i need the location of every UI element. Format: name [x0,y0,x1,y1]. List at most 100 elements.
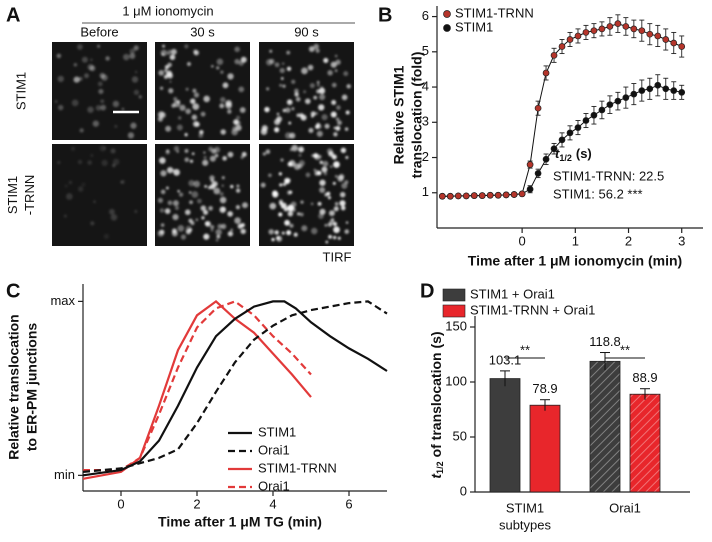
punctum [188,191,192,194]
y-tick-label: 5 [422,43,429,58]
punctum [282,108,287,113]
y-tick-label: min [54,467,75,482]
punctum [138,95,142,99]
punctum [98,88,104,95]
x-tick-label: 1 [572,233,579,248]
punctum [70,146,76,151]
punctum [208,205,213,211]
punctum [100,99,105,104]
punctum [159,86,164,90]
punctum [193,180,201,188]
punctum [316,89,321,94]
punctum [260,128,268,135]
punctum [166,186,169,190]
punctum [191,114,198,120]
punctum [56,53,62,59]
punctum [286,230,292,236]
punctum [159,229,165,235]
punctum [284,178,288,183]
punctum [291,144,298,152]
punctum [207,185,212,190]
punctum [210,228,214,232]
punctum [290,201,297,208]
punctum [294,88,299,94]
punctum [216,66,220,70]
punctum [130,122,137,129]
punctum [103,146,106,150]
x-tick-label: STIM1 [506,500,544,515]
y-axis-label: Relative STIM1 [391,65,407,164]
punctum [235,115,241,120]
punctum [328,210,335,217]
punctum [291,79,296,84]
y-tick-label: 2 [422,149,429,164]
data-point [542,155,550,163]
data-point [590,111,598,119]
x-tick-label: 0 [117,496,124,511]
punctum [195,218,199,222]
punctum [81,182,86,187]
punctum [313,43,319,50]
bar [489,378,521,493]
punctum [77,44,83,50]
punctum [313,95,318,100]
data-point [550,145,558,153]
punctum [81,56,88,63]
column-label: Before [80,24,118,39]
punctum [203,155,207,160]
series-line [82,300,388,473]
y-axis-label: t1/2 of translocation (s) [428,331,446,478]
punctum [227,231,234,237]
punctum [239,107,246,113]
punctum [227,211,233,217]
punctum [192,103,200,111]
punctum [212,181,218,187]
panel-label: C [6,280,20,302]
punctum [279,183,283,187]
micrograph [259,144,354,246]
punctum [341,182,348,189]
punctum [209,155,216,162]
punctum [293,232,298,237]
y-tick-label: 3 [422,114,429,129]
punctum [165,149,170,155]
y-tick-label: max [50,293,75,308]
punctum [68,180,73,185]
punctum [238,86,245,93]
punctum [129,53,136,59]
punctum [294,92,299,97]
micrograph [155,42,250,140]
column-label: 30 s [190,24,215,39]
punctum [178,116,182,120]
punctum [165,125,172,132]
punctum [133,45,139,51]
punctum [167,72,173,79]
punctum [344,229,350,234]
legend-swatch [442,288,466,302]
punctum [317,201,322,206]
punctum [209,175,215,181]
punctum [178,192,184,197]
punctum [221,184,224,187]
punctum [220,129,226,135]
punctum [310,202,314,206]
image-footer: TIRF [323,249,352,264]
punctum [308,46,315,52]
punctum [198,133,204,138]
punctum [78,76,83,81]
punctum [327,222,333,227]
punctum [316,83,320,87]
data-point [550,51,558,59]
x-tick-label: 6 [345,496,352,511]
y-tick-label: 150 [445,318,467,333]
bar [529,404,561,493]
punctum [84,73,89,79]
punctum [290,207,296,213]
punctum [235,120,241,127]
punctum [57,104,64,111]
punctum [180,234,187,240]
punctum [345,155,349,159]
value-label: 103.1 [489,352,522,367]
punctum [160,189,166,195]
legend-label: STIM1-TRNN [455,5,534,20]
